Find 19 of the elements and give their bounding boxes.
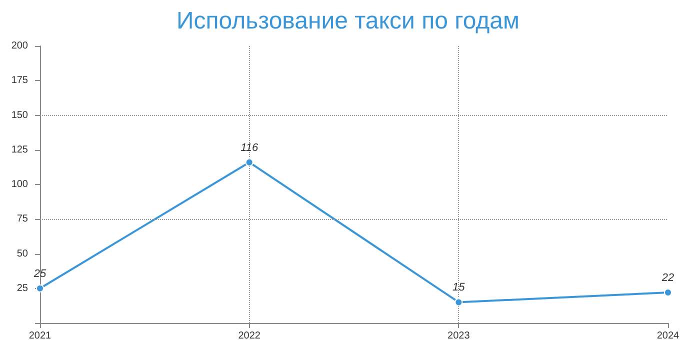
y-tick-label: 100 [11,179,28,190]
x-tick-label: 2024 [656,330,680,342]
y-tick-label: 25 [16,282,28,294]
y-tick-label: 75 [16,214,28,225]
y-tick-label: 200 [11,40,28,52]
point [245,158,254,166]
data-label: 15 [452,282,466,294]
y-tick-label: 175 [11,75,28,86]
y-tick-label: 50 [16,248,28,260]
x-tick-label: 2021 [28,330,52,342]
chart-title: Использование такси по годам [176,8,520,34]
x-tick-label: 2023 [448,330,470,342]
x-tick-label: 2022 [238,330,261,342]
y-tick-label: 150 [11,110,28,121]
data-label: 22 [660,272,674,284]
point [454,298,463,306]
data-label: 116 [240,142,259,154]
point [36,284,44,292]
y-tick-label: 125 [11,144,28,156]
